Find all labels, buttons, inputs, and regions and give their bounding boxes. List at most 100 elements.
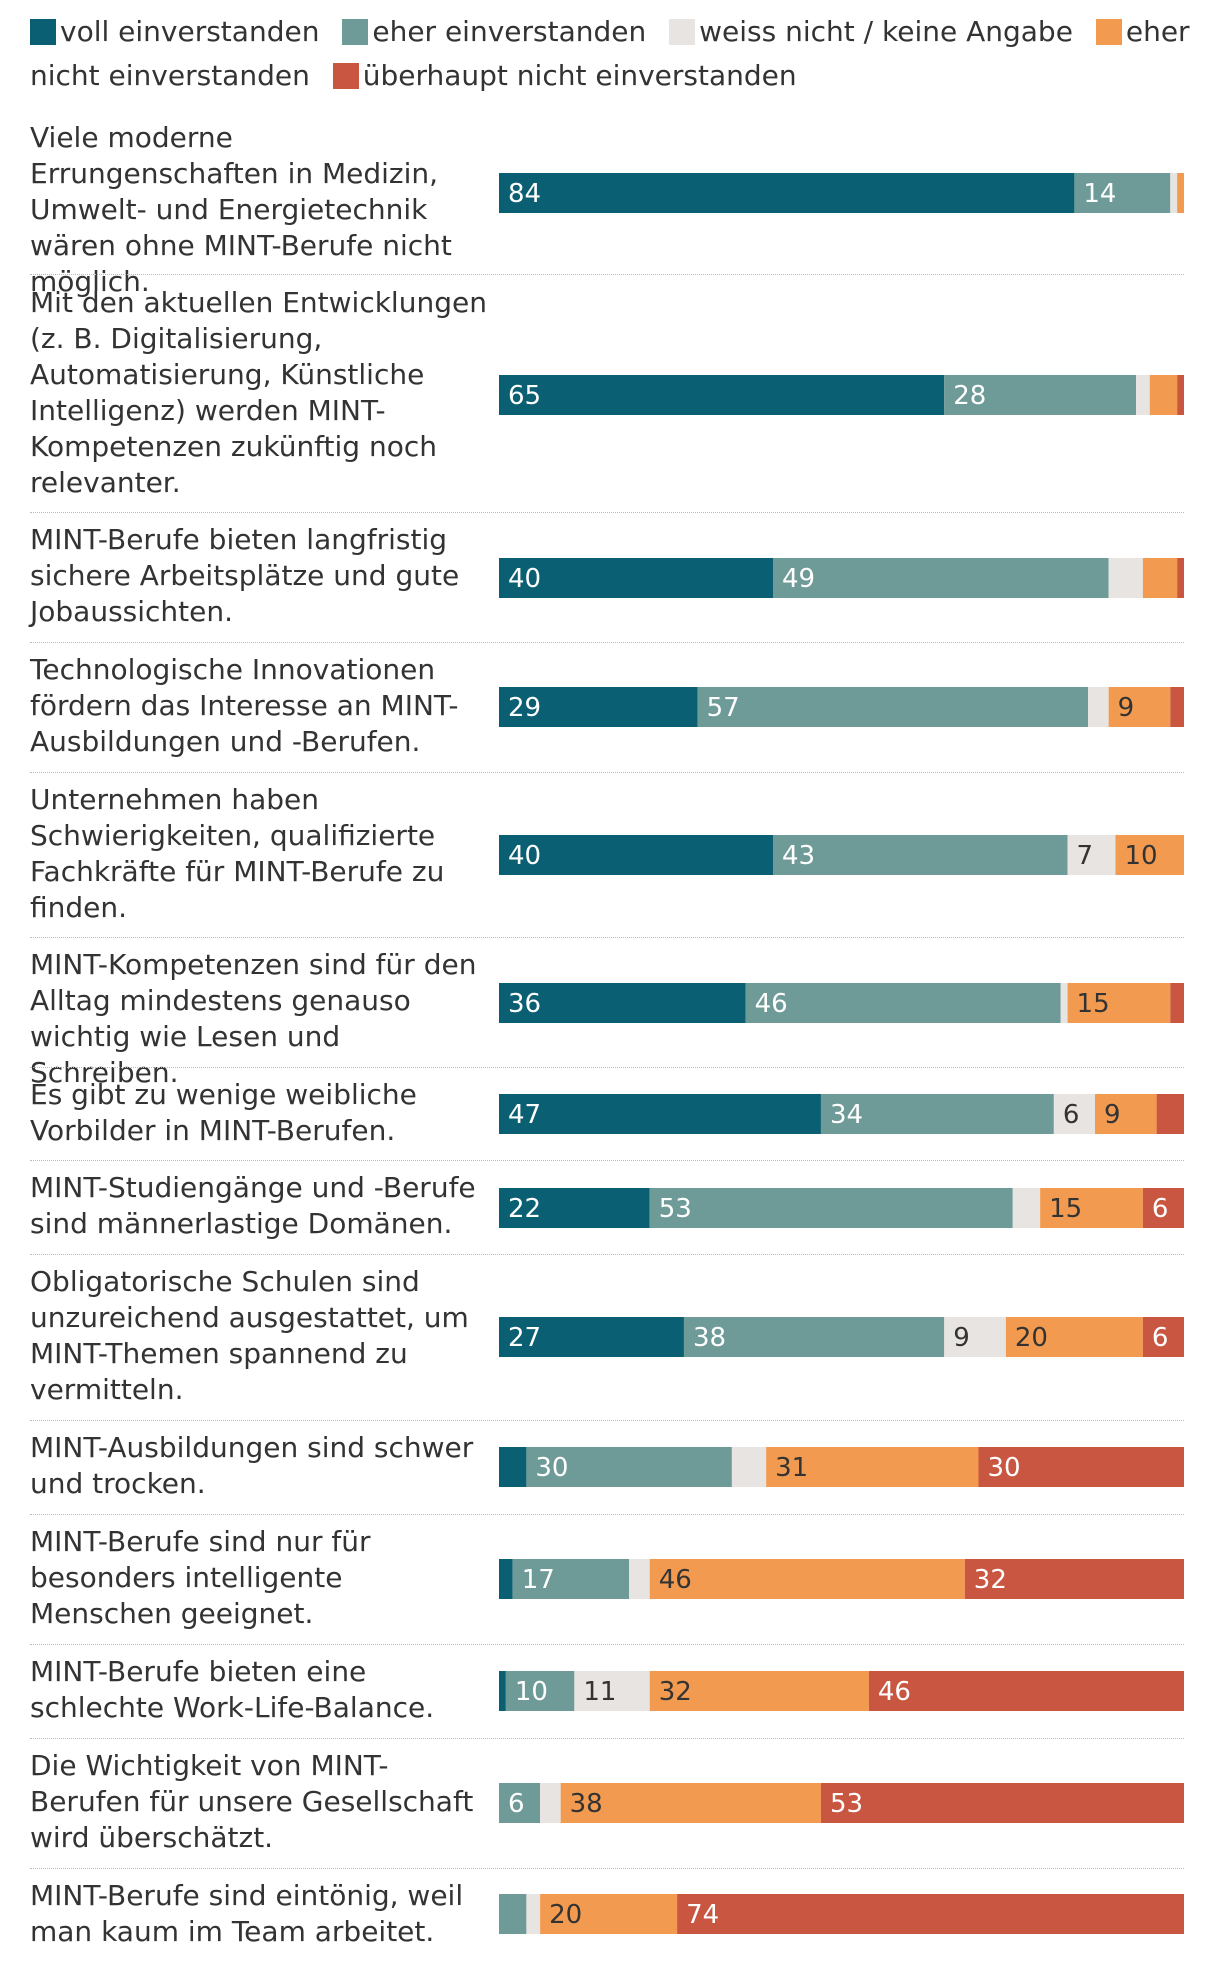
bar-value-label: 20 (1015, 1323, 1048, 1353)
bar-segment-weiss-nicht (1067, 835, 1116, 875)
bar-value-label: 11 (583, 1677, 616, 1707)
bar-value-label: 32 (974, 1565, 1007, 1595)
bar-value-label: 32 (659, 1677, 692, 1707)
legend-swatch (669, 19, 696, 45)
bar-segment-voll (499, 1671, 506, 1711)
bar-segment-voll (499, 687, 698, 727)
row-label-11: MINT-Berufe sind nur für besonders intel… (30, 1525, 371, 1630)
bar-segment-voll (499, 375, 945, 415)
bar-value-label: 46 (755, 989, 788, 1019)
row-separator (30, 1514, 1184, 1515)
bar-segment-ueberhaupt-nicht (1142, 1188, 1184, 1228)
bar-value-label: 49 (782, 564, 815, 594)
bar-value-label: 43 (782, 841, 815, 871)
bar-segment-voll (499, 558, 773, 598)
row-label-14: MINT-Berufe sind eintönig, weil man kaum… (30, 1879, 464, 1948)
bar-segment-voll (499, 1317, 684, 1357)
bar-segment-eher-nicht (1040, 1188, 1143, 1228)
row-label-2: Mit den aktuellen Entwicklungen (z. B. D… (30, 286, 487, 499)
bar-segment-ueberhaupt-nicht (1177, 375, 1184, 415)
legend-item-voll: voll einverstanden (30, 15, 319, 48)
legend-label: eher einverstanden (372, 15, 647, 48)
bar-value-label: 22 (508, 1194, 541, 1224)
row-label-3: MINT-Berufe bieten langfristig sichere A… (30, 523, 460, 628)
bar-segment-eher-nicht (1094, 1094, 1157, 1134)
bar-value-label: 20 (549, 1900, 582, 1930)
bar-segment-eher (820, 1094, 1054, 1134)
bar-segment-ueberhaupt-nicht (820, 1783, 1184, 1823)
row-label-6: MINT-Kompetenzen sind für den Alltag min… (30, 948, 477, 1089)
legend-item-weiss-nicht: weiss nicht / keine Angabe (669, 15, 1073, 48)
bar-value-label: 10 (1125, 841, 1158, 871)
bar-segment-weiss-nicht (1088, 687, 1109, 727)
legend-swatch (342, 19, 369, 45)
bar-segment-weiss-nicht (574, 1671, 650, 1711)
bar-segment-ueberhaupt-nicht (978, 1447, 1184, 1487)
bar-value-label: 84 (508, 179, 541, 209)
legend-label: überhaupt nicht einverstanden (362, 59, 797, 92)
bar-value-label: 6 (1063, 1100, 1080, 1130)
bar-value-label: 57 (707, 693, 740, 723)
bar-segment-eher (745, 983, 1061, 1023)
bar-value-label: 30 (988, 1453, 1021, 1483)
bar-segment-weiss-nicht (1060, 983, 1068, 1023)
bar-value-label: 14 (1083, 179, 1116, 209)
bar-value-label: 7 (1077, 841, 1094, 871)
row-separator (30, 1420, 1184, 1421)
bar-value-label: 31 (775, 1453, 808, 1483)
bar-segment-eher (773, 835, 1068, 875)
bar-segment-ueberhaupt-nicht (868, 1671, 1184, 1711)
bar-value-label: 6 (508, 1789, 525, 1819)
row-separator (30, 772, 1184, 773)
bar-value-label: 28 (953, 381, 986, 411)
bar-segment-eher-nicht (540, 1894, 678, 1934)
bar-segment-voll (499, 1447, 527, 1487)
legend: voll einverstanden eher einverstanden we… (30, 10, 1190, 98)
bar-segment-eher (505, 1671, 575, 1711)
bar-value-label: 74 (686, 1900, 719, 1930)
bar-segment-ueberhaupt-nicht (964, 1559, 1184, 1599)
row-label-12: MINT-Berufe bieten eine schlechte Work-L… (30, 1655, 435, 1724)
bar-segment-ueberhaupt-nicht (1177, 558, 1184, 598)
bar-value-label: 53 (659, 1194, 692, 1224)
bar-value-label: 30 (535, 1453, 568, 1483)
bar-segment-eher (944, 375, 1137, 415)
bar-segment-weiss-nicht (1136, 375, 1150, 415)
bar-segment-voll (499, 983, 746, 1023)
row-separator (30, 1738, 1184, 1739)
row-label-9: Obligatorische Schulen sind unzureichend… (30, 1265, 469, 1406)
row-separator (30, 1254, 1184, 1255)
row-separator (30, 1160, 1184, 1161)
bar-segment-ueberhaupt-nicht (677, 1894, 1184, 1934)
bar-segment-eher (1074, 173, 1171, 213)
legend-item-eher: eher einverstanden (342, 15, 646, 48)
bar-segment-eher-nicht (1142, 558, 1178, 598)
bar-segment-weiss-nicht (731, 1447, 767, 1487)
row-separator (30, 642, 1184, 643)
row-separator (30, 1644, 1184, 1645)
bar-value-label: 9 (1118, 693, 1135, 723)
bar-segment-voll (499, 1094, 821, 1134)
bar-value-label: 53 (830, 1789, 863, 1819)
row-label-5: Unternehmen haben Schwierigkeiten, quali… (30, 783, 445, 924)
legend-label: voll einverstanden (60, 15, 320, 48)
bar-segment-eher (697, 687, 1089, 727)
bar-segment-ueberhaupt-nicht (1156, 1094, 1184, 1134)
bar-value-label: 36 (508, 989, 541, 1019)
bar-value-label: 15 (1077, 989, 1110, 1019)
bar-segment-eher-nicht (1108, 687, 1171, 727)
legend-item-eher-nicht: eher nicht einverstanden (30, 15, 1190, 92)
legend-swatch (1095, 19, 1122, 45)
bar-segment-voll (499, 1559, 513, 1599)
row-separator (30, 512, 1184, 513)
row-separator (30, 937, 1184, 938)
bar-segment-weiss-nicht (1053, 1094, 1095, 1134)
bar-value-label: 9 (1104, 1100, 1121, 1130)
bar-segment-ueberhaupt-nicht (1170, 983, 1184, 1023)
legend-swatch (332, 63, 359, 89)
legend-label: weiss nicht / keine Angabe (699, 15, 1073, 48)
bar-value-label: 46 (659, 1565, 692, 1595)
bar-segment-eher-nicht (560, 1783, 821, 1823)
